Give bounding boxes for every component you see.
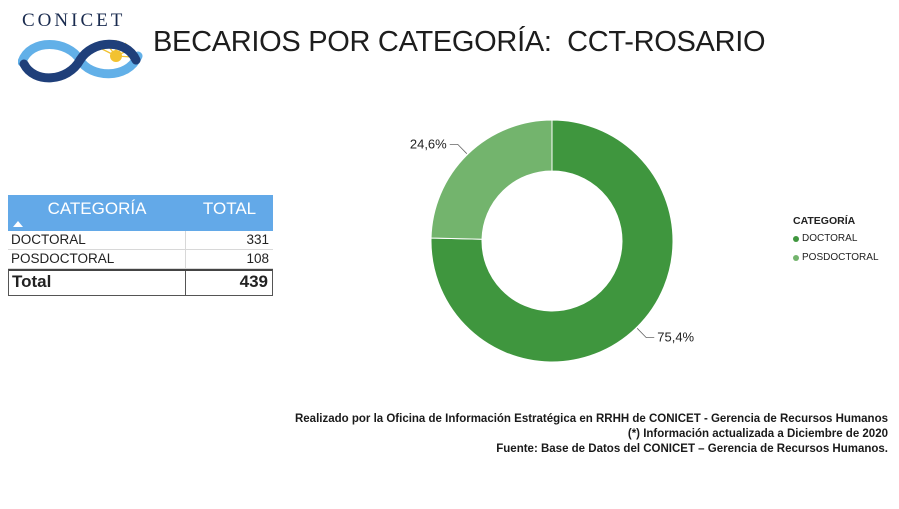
row-category: POSDOCTORAL: [8, 250, 186, 268]
footer-line-1: Realizado por la Oficina de Información …: [294, 413, 888, 425]
sun-disc: [110, 50, 122, 62]
footer-line-2: (*) Información actualizada a Diciembre …: [627, 428, 888, 440]
legend: CATEGORÍA DOCTORAL POSDOCTORAL: [793, 215, 879, 271]
row-total: 108: [246, 251, 269, 266]
total-label: Total: [9, 271, 186, 295]
table-row: POSDOCTORAL 108: [8, 250, 273, 269]
legend-item-posdoctoral[interactable]: POSDOCTORAL: [793, 252, 879, 263]
percent-label: 75,4%: [657, 330, 694, 345]
conicet-logo: CONICET: [18, 10, 143, 83]
legend-item-doctoral[interactable]: DOCTORAL: [793, 233, 879, 244]
sort-ascending-icon[interactable]: [13, 221, 23, 227]
legend-dot-doctoral: [793, 235, 799, 242]
slice-doctoral[interactable]: [430, 119, 674, 363]
infinity-dark: [19, 39, 141, 83]
page-title: BECARIOS POR CATEGORÍA: CCT-ROSARIO: [153, 26, 766, 58]
leader-line: [449, 143, 468, 154]
legend-dot-posdoctoral: [793, 254, 799, 261]
header-category[interactable]: CATEGORÍA: [47, 199, 147, 218]
leader-line: [636, 328, 655, 339]
row-total: 331: [246, 232, 269, 247]
footer-notes: Realizado por la Oficina de Información …: [288, 412, 888, 457]
donut-chart: 75,4% 24,6%: [410, 119, 695, 363]
summary-table: CATEGORÍA TOTAL DOCTORAL 331 POSDOCTORAL…: [8, 195, 273, 296]
footer-line-3: Fuente: Base de Datos del CONICET – Gere…: [496, 443, 888, 455]
legend-label: POSDOCTORAL: [802, 252, 879, 263]
row-category: DOCTORAL: [8, 231, 186, 249]
header-total[interactable]: TOTAL: [202, 199, 257, 218]
slice-posdoctoral[interactable]: [430, 119, 553, 240]
total-value: 439: [239, 272, 268, 291]
logo-text: CONICET: [22, 10, 126, 31]
infinity-sun-icon: [18, 39, 143, 83]
legend-label: DOCTORAL: [802, 233, 858, 244]
table-header: CATEGORÍA TOTAL: [8, 195, 273, 231]
legend-title: CATEGORÍA: [793, 215, 856, 227]
table-total-row: Total 439: [8, 269, 273, 296]
table-row: DOCTORAL 331: [8, 231, 273, 250]
percent-label: 24,6%: [410, 136, 447, 151]
